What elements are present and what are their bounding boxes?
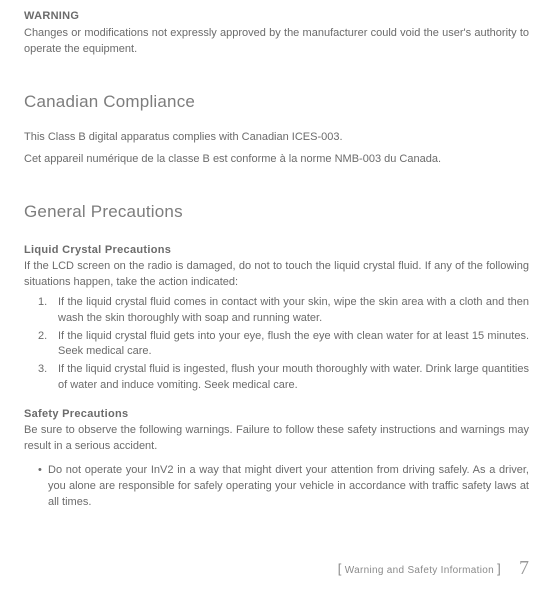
list-text: If the liquid crystal fluid is ingested,… — [58, 363, 529, 391]
warning-text: Changes or modifications not expressly a… — [24, 26, 529, 58]
warning-title: WARNING — [24, 10, 529, 22]
list-text: Do not operate your InV2 in a way that m… — [48, 464, 529, 508]
bracket-close-icon: ] — [497, 561, 501, 576]
footer-label-text: Warning and Safety Information — [342, 565, 497, 576]
heading-canadian-compliance: Canadian Compliance — [24, 92, 529, 112]
heading-general-precautions: General Precautions — [24, 202, 529, 222]
subheading-lcd-precautions: Liquid Crystal Precautions — [24, 244, 529, 256]
safety-intro: Be sure to observe the following warning… — [24, 423, 529, 455]
page-number: 7 — [519, 557, 529, 580]
lcd-list: 1. If the liquid crystal fluid comes in … — [24, 295, 529, 395]
list-item: 3. If the liquid crystal fluid is ingest… — [24, 362, 529, 394]
list-number: 3. — [38, 362, 47, 378]
list-item: 1. If the liquid crystal fluid comes in … — [24, 295, 529, 327]
list-text: If the liquid crystal fluid gets into yo… — [58, 330, 529, 358]
footer-section-label: [ Warning and Safety Information ] — [338, 561, 501, 576]
bullet-icon: • — [38, 463, 42, 479]
list-number: 1. — [38, 295, 47, 311]
lcd-intro: If the LCD screen on the radio is damage… — [24, 259, 529, 291]
list-item: • Do not operate your InV2 in a way that… — [24, 463, 529, 511]
safety-list: • Do not operate your InV2 in a way that… — [24, 463, 529, 511]
page-footer: [ Warning and Safety Information ] 7 — [338, 557, 529, 580]
canadian-line-2: Cet appareil numérique de la classe B es… — [24, 152, 529, 168]
list-item: 2. If the liquid crystal fluid gets into… — [24, 329, 529, 361]
subheading-safety-precautions: Safety Precautions — [24, 408, 529, 420]
list-number: 2. — [38, 329, 47, 345]
canadian-line-1: This Class B digital apparatus complies … — [24, 130, 529, 146]
list-text: If the liquid crystal fluid comes in con… — [58, 296, 529, 324]
